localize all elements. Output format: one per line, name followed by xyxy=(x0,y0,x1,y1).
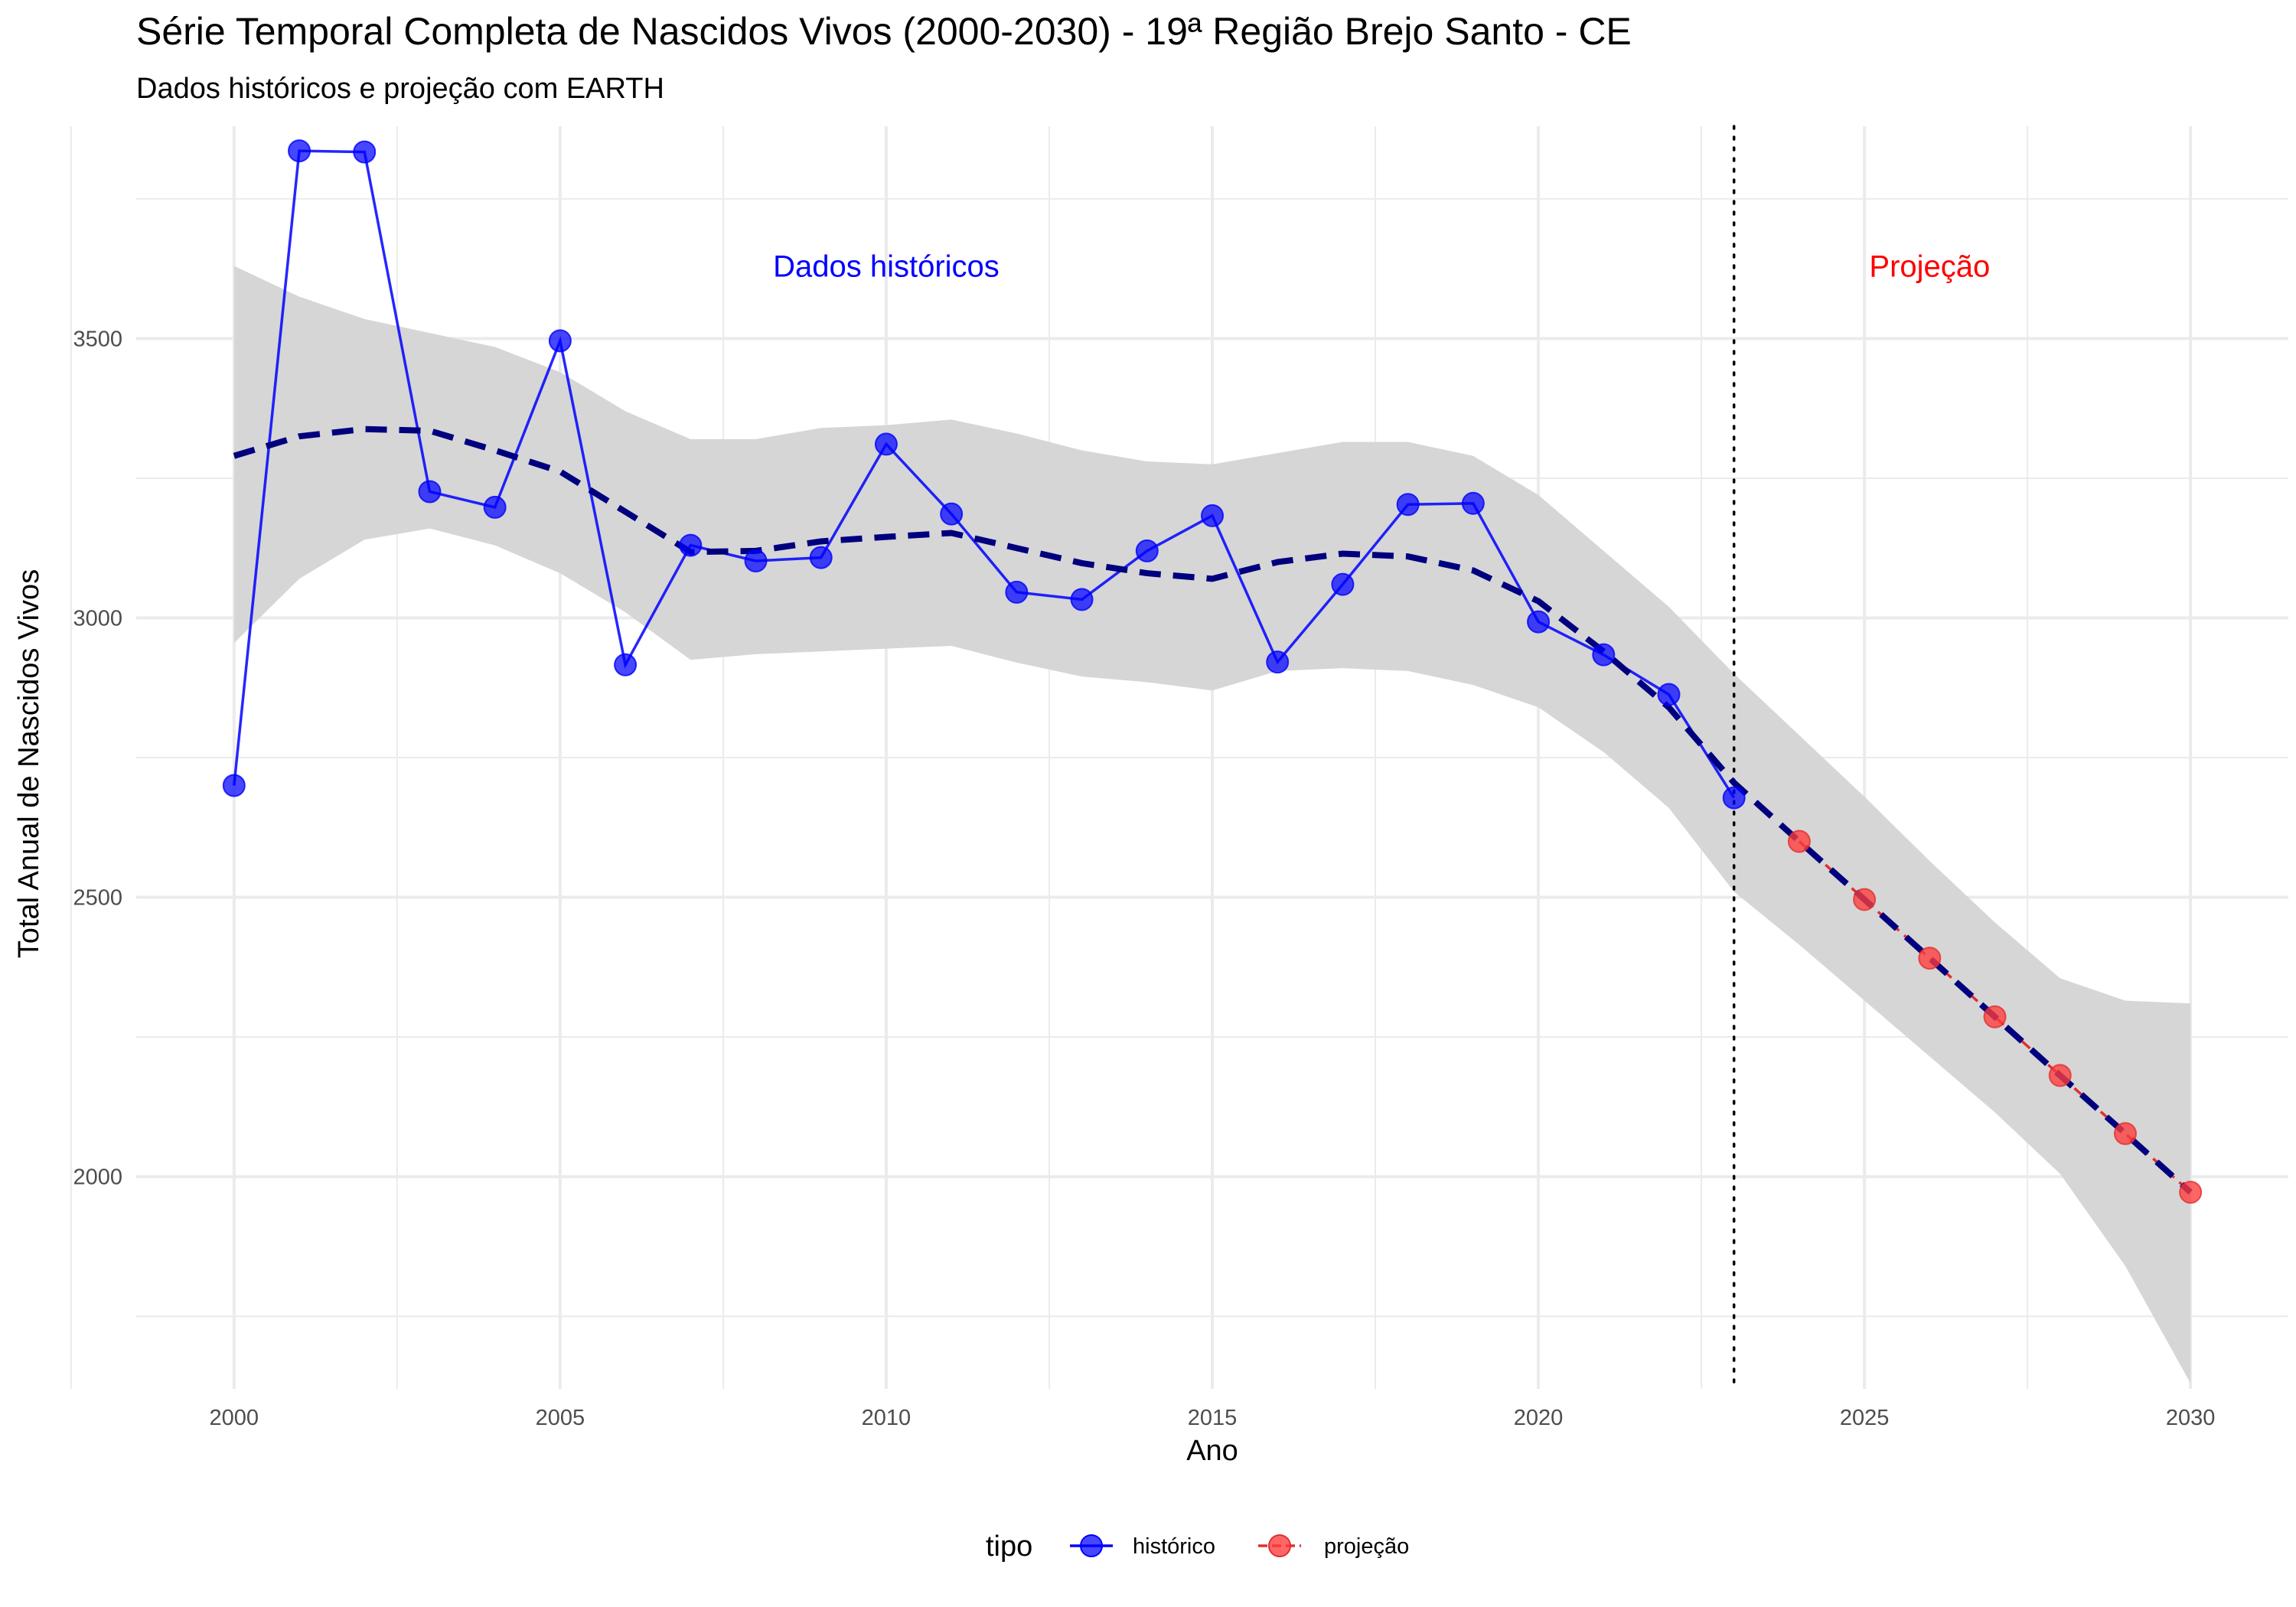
projecao-point xyxy=(2179,1181,2203,1204)
y-tick-label: 3500 xyxy=(73,327,122,351)
legend-label-projecao: projeção xyxy=(1324,1534,1409,1559)
historico-point xyxy=(1201,504,1224,527)
y-tick-label: 2500 xyxy=(73,886,122,911)
grid xyxy=(70,126,2288,1389)
historico-point xyxy=(1527,610,1551,634)
projecao-point xyxy=(1983,1005,2007,1028)
historico-point xyxy=(418,480,442,504)
historico-point xyxy=(614,653,638,676)
confidence-band-area xyxy=(233,266,2191,1384)
projecao-point xyxy=(2048,1064,2072,1087)
historico-point xyxy=(1005,580,1029,604)
historico-point xyxy=(744,549,768,573)
chart-title: Série Temporal Completa de Nascidos Vivo… xyxy=(136,10,1632,53)
historico-point xyxy=(1722,786,1746,810)
historico-point xyxy=(288,139,311,163)
legend-title: tipo xyxy=(986,1530,1032,1563)
historico-point xyxy=(809,546,833,569)
annotation-label: Dados históricos xyxy=(773,250,1000,284)
historico-point xyxy=(1266,650,1290,674)
historico-point xyxy=(1331,572,1355,596)
x-tick-label: 2005 xyxy=(536,1406,585,1430)
tick-labels: 2000 2005 2010 2015 2020 2025 2030 2000 2500 3000… xyxy=(73,327,2215,1430)
y-axis-title: Total Anual de Nascidos Vivos xyxy=(13,569,45,958)
historico-point xyxy=(483,495,507,519)
projecao-point xyxy=(1853,888,1877,911)
legend: tipo histórico projeção xyxy=(986,1530,1409,1563)
annotation-label: Projeção xyxy=(1869,250,1990,284)
projecao-point xyxy=(1787,830,1811,853)
y-tick-label: 2000 xyxy=(73,1165,122,1190)
x-axis-title: Ano xyxy=(1186,1435,1238,1467)
historico-point xyxy=(874,432,898,456)
historico-point xyxy=(1070,588,1094,611)
historico-point xyxy=(1396,493,1420,517)
historico-point xyxy=(1592,643,1616,667)
legend-label-historico: histórico xyxy=(1133,1534,1215,1559)
x-tick-label: 2020 xyxy=(1514,1406,1564,1430)
x-tick-label: 2000 xyxy=(210,1406,259,1430)
x-tick-label: 2015 xyxy=(1188,1406,1238,1430)
data-points xyxy=(222,139,2203,1204)
x-tick-label: 2030 xyxy=(2166,1406,2216,1430)
y-tick-label: 3000 xyxy=(73,606,122,631)
projecao-point xyxy=(1918,947,1942,970)
annotations: Dados históricos Projeção xyxy=(773,250,1990,284)
historico-point xyxy=(1135,539,1159,562)
historico-point xyxy=(222,774,246,797)
confidence-band xyxy=(233,266,2191,1384)
x-tick-label: 2010 xyxy=(862,1406,912,1430)
historico-point xyxy=(940,502,964,526)
historico-point xyxy=(548,329,572,353)
legend-key-projecao-point xyxy=(1268,1534,1291,1557)
historico-point xyxy=(679,533,703,557)
historico-point xyxy=(1461,491,1485,515)
x-tick-label: 2025 xyxy=(1840,1406,1890,1430)
historico-point xyxy=(1657,683,1681,706)
chart-subtitle: Dados históricos e projeção com EARTH xyxy=(136,73,664,105)
historico-point xyxy=(353,140,377,164)
projecao-point xyxy=(2113,1122,2137,1146)
legend-key-historico-point xyxy=(1080,1534,1103,1557)
